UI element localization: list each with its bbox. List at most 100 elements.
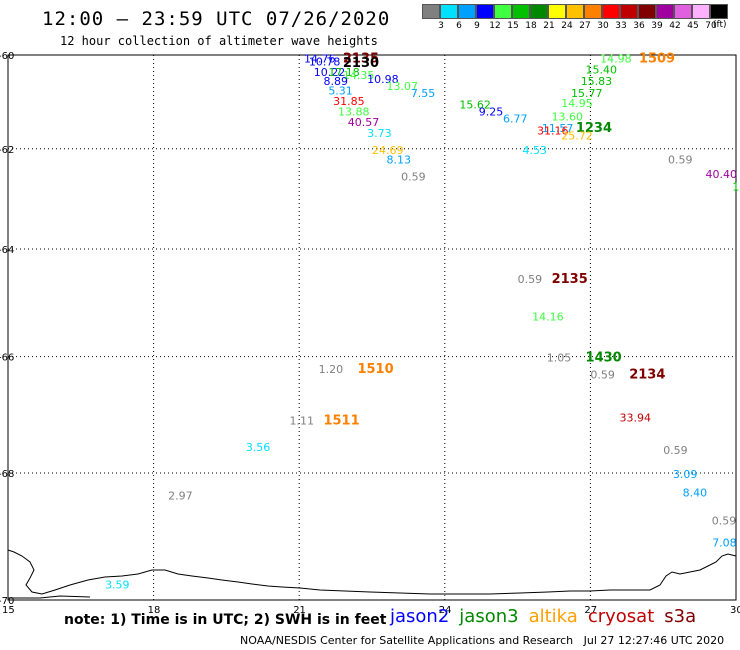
wave-height-value: 6.77	[503, 113, 528, 126]
lon-tick-label: 27	[584, 605, 597, 616]
wave-height-value: 8.13	[387, 154, 412, 167]
pass-time-label: 1511	[323, 413, 359, 428]
color-scale-cell: 3	[422, 4, 444, 31]
wave-height-value: 9.25	[479, 106, 504, 119]
credit-line: NOAA/NESDIS Center for Satellite Applica…	[240, 634, 725, 647]
wave-height-value: 14.76	[304, 52, 336, 65]
color-scale-label: 33	[615, 21, 627, 31]
wave-height-value: 15.83	[581, 75, 613, 88]
color-scale-cell	[710, 4, 728, 19]
color-scale-label: 30	[597, 21, 609, 31]
color-scale-cell: 15	[494, 4, 519, 31]
color-scale-unit: (ft)	[713, 20, 727, 30]
pass-time-label: 2135	[552, 272, 588, 287]
pass-time-label: 2134	[629, 367, 665, 382]
color-scale-label: 45	[687, 21, 699, 31]
wave-height-value: 13.07	[387, 80, 419, 93]
coastline-path	[8, 595, 91, 599]
color-scale-label: 9	[474, 21, 480, 31]
legend-jason2: jason2	[390, 606, 450, 627]
wave-height-value: 8.89	[323, 75, 348, 88]
map-grid	[8, 55, 736, 600]
color-scale-label: 36	[633, 21, 645, 31]
wave-height-value: 14.95	[561, 97, 593, 110]
wave-height-value: 15.40	[586, 64, 618, 77]
wave-height-value: 25.72	[561, 129, 593, 142]
lat-tick-label: -68	[0, 469, 14, 480]
wave-height-value: 0.59	[401, 171, 426, 184]
color-scale-cell: 18	[512, 4, 537, 31]
color-scale-cell: 39	[638, 4, 663, 31]
lat-tick-label: -66	[0, 353, 14, 364]
color-scale-cell: 27	[566, 4, 591, 31]
lon-tick-label: 21	[293, 605, 306, 616]
wave-height-value: 1	[732, 181, 739, 194]
color-scale-cell: 6	[440, 4, 462, 31]
wave-height-value: 17.18	[328, 66, 360, 79]
wave-height-value: 0.59	[590, 368, 615, 381]
color-scale-label: 42	[669, 21, 681, 31]
wave-height-value: 1.20	[319, 363, 344, 376]
page-title: 12:00 – 23:59 UTC 07/26/2020	[42, 8, 391, 30]
wave-height-value: 10.98	[367, 73, 399, 86]
wave-height-value: 10.22	[314, 66, 346, 79]
color-scale-bar: 3 6 9 12 15 18 21 24 27 30 33 36 39 42 45 70	[422, 4, 728, 31]
wave-height-value: 40.57	[348, 116, 380, 129]
color-scale-cell: 12	[476, 4, 501, 31]
lat-tick-label: -64	[0, 245, 14, 256]
wave-height-value: 13.60	[552, 110, 584, 123]
wave-height-value: 15.62	[459, 99, 491, 112]
color-scale-label: 15	[507, 21, 519, 31]
wave-height-value: 10.78	[309, 55, 341, 68]
wave-height-value: 14.98	[600, 52, 632, 65]
coastline-path	[7, 549, 737, 595]
wave-height-value: 5.31	[328, 84, 353, 97]
wave-height-value: 3.09	[673, 468, 698, 481]
lon-tick-label: 30	[730, 605, 740, 616]
color-scale-label: 18	[525, 21, 537, 31]
wave-height-value: 3.73	[367, 127, 392, 140]
color-scale-label: 39	[651, 21, 663, 31]
color-scale-cell: 45	[674, 4, 699, 31]
color-scale-cell: 21	[530, 4, 555, 31]
lat-tick-label: -70	[0, 596, 14, 607]
coastline	[7, 549, 737, 599]
footnote: note: 1) Time is in UTC; 2) SWH is in fe…	[64, 612, 387, 628]
pass-time-label: 1430	[586, 351, 622, 366]
map-frame	[7, 54, 737, 601]
wave-height-value: 15.77	[571, 87, 603, 100]
wave-height-value: 40.40	[706, 168, 738, 181]
pass-time-label: 1234	[576, 121, 612, 136]
color-scale-cell: 36	[620, 4, 645, 31]
wave-height-value: 3.56	[246, 441, 271, 454]
wave-height-value: 3.59	[105, 578, 130, 591]
color-scale-cell: 33	[602, 4, 627, 31]
page-subtitle: 12 hour collection of altimeter wave hei…	[60, 34, 378, 48]
wave-height-value: 0.59	[518, 273, 543, 286]
color-scale-label: 12	[489, 21, 501, 31]
wave-height-value: 7.08	[712, 536, 737, 549]
legend-jason3: jason3	[459, 606, 519, 627]
pass-time-label: 1509	[639, 51, 675, 66]
wave-height-value: 4.53	[522, 144, 547, 157]
pass-time-label: 2135	[343, 51, 379, 66]
wave-height-value: 8.40	[683, 486, 708, 499]
color-scale-cell: 42	[656, 4, 681, 31]
color-scale-label: 21	[543, 21, 555, 31]
wave-height-value: 31.16	[537, 125, 569, 138]
lon-tick-label: 18	[148, 605, 161, 616]
wave-height-value: 7.55	[411, 87, 436, 100]
wave-height-value: 33.94	[620, 412, 652, 425]
satellite-legend: jason2 jason3 altika cryosat s3a	[390, 606, 706, 627]
legend-s3a: s3a	[664, 606, 697, 627]
legend-cryosat: cryosat	[587, 606, 655, 627]
color-scale-label: 24	[561, 21, 573, 31]
lon-tick-label: 24	[439, 605, 452, 616]
pass-time-label: 1510	[357, 362, 393, 377]
axis-ticks: 15 18 21 24 27 30 -60 -62 -64 -66 -68 -70	[0, 51, 740, 616]
wave-height-value: 0.59	[712, 514, 737, 527]
color-scale-cell: 70	[692, 4, 717, 31]
wave-height-value: 24.69	[372, 144, 404, 157]
